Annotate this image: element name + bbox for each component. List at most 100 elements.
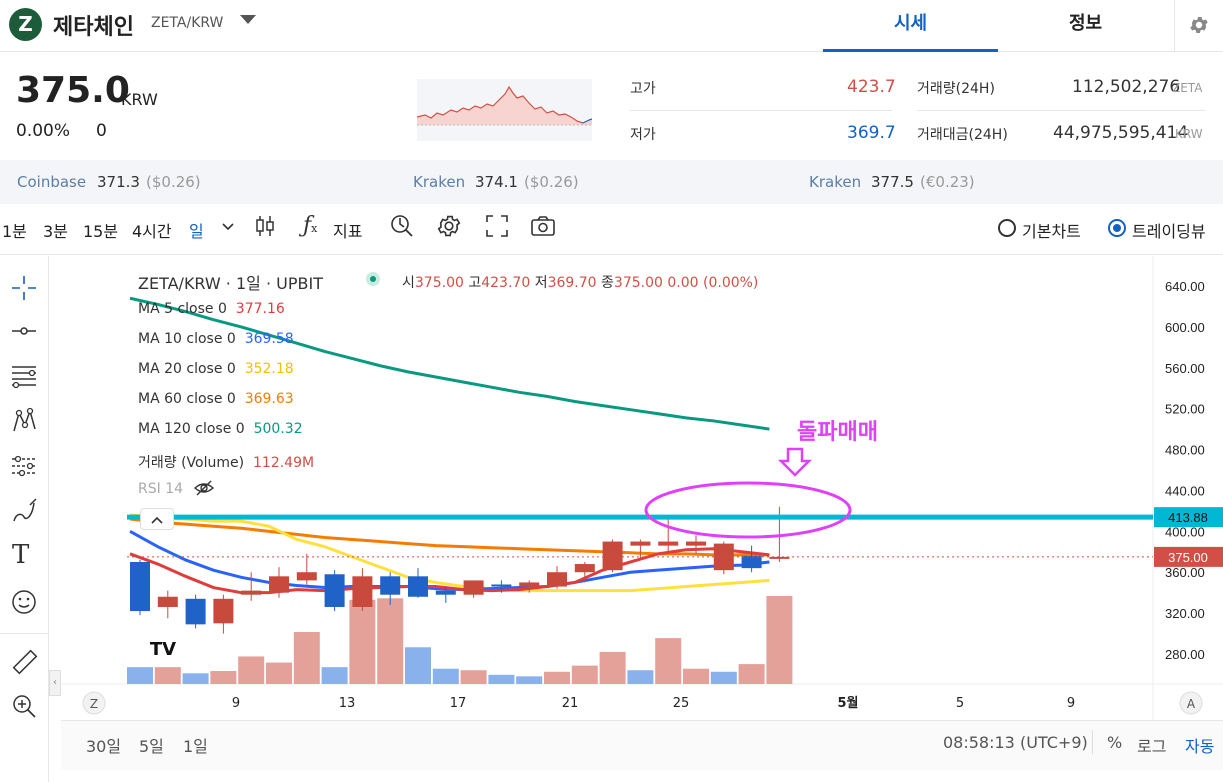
legend-ma5[interactable]: MA 5 close 0 377.16 (138, 301, 285, 317)
chevron-down-icon[interactable] (240, 15, 256, 24)
zoom-in-icon[interactable] (10, 692, 38, 720)
top-bar (0, 0, 1223, 52)
annotation-text: 돌파매매 (797, 420, 878, 445)
x-tick-label: 13 (339, 696, 356, 711)
timeframe-1m[interactable]: 1분 (2, 222, 27, 241)
legend-ma20[interactable]: MA 20 close 0 352.18 (138, 361, 294, 377)
volume-bar (571, 665, 598, 684)
log-toggle[interactable]: 로그 (1137, 737, 1167, 756)
volume-bar (516, 676, 543, 684)
chevron-down-icon[interactable] (221, 222, 235, 232)
camera-icon[interactable] (530, 213, 556, 239)
trend-line-icon[interactable] (10, 317, 38, 345)
high-value: 423.7 (847, 77, 896, 97)
brush-icon[interactable] (10, 497, 38, 525)
legend-ma10[interactable]: MA 10 close 0 369.58 (138, 331, 294, 347)
candle-body (547, 572, 567, 587)
function-icon[interactable]: ƒx (303, 213, 318, 238)
hidden-eye-icon[interactable] (193, 479, 215, 497)
volume-bar (321, 667, 348, 684)
amount-unit: KRW (1175, 127, 1203, 141)
volume-bar (210, 670, 237, 684)
percent-toggle[interactable]: % (1107, 733, 1123, 752)
coin-pair[interactable]: ZETA/KRW (151, 15, 224, 31)
volume-bar (405, 647, 431, 684)
y-tick-label: 560.00 (1165, 361, 1205, 376)
legend-rsi[interactable]: RSI 14 (138, 481, 184, 497)
legend-ma120[interactable]: MA 120 close 0 500.32 (138, 421, 303, 437)
legend-volume[interactable]: 거래량 (Volume) 112.49M (138, 455, 315, 471)
exchange-name: Kraken (809, 173, 862, 191)
divider (630, 110, 892, 111)
auto-scale-a-button[interactable] (1179, 691, 1203, 715)
auto-scale-z-button[interactable] (82, 691, 106, 715)
text-tool-icon[interactable]: T (12, 540, 30, 570)
tradingview-radio[interactable] (1108, 219, 1126, 237)
candle-body (269, 576, 289, 593)
alert-icon[interactable] (389, 213, 415, 239)
current-price: 375.0 (16, 70, 130, 111)
range-5d[interactable]: 5일 (139, 737, 164, 756)
timeframe-3m[interactable]: 3분 (43, 222, 68, 241)
y-tick-label: 440.00 (1165, 483, 1205, 498)
candle-body (408, 576, 428, 597)
indicators-button[interactable]: 지표 (333, 222, 363, 241)
auto-scale-z-button-label: Z (90, 697, 98, 711)
auto-toggle[interactable]: 자동 (1185, 737, 1215, 756)
exchange-name: Coinbase (17, 173, 87, 191)
volume-bar (266, 662, 292, 684)
coin-name[interactable]: 제타체인 (53, 15, 134, 40)
gear-icon[interactable] (1174, 0, 1223, 52)
volume-bar (655, 638, 682, 684)
volume-bar (182, 673, 209, 684)
market-status-icon (366, 272, 380, 286)
price-chart[interactable]: 640.00 600.00 560.00 520.00 480.00 440.00 400.… (61, 256, 1223, 720)
collapse-toolbar-button[interactable]: ‹ (49, 670, 61, 696)
y-tick-label: 400.00 (1165, 524, 1205, 539)
x-tick-label: 9 (1067, 696, 1075, 711)
tab-info[interactable]: 정보 (1068, 13, 1103, 34)
tab-quote[interactable]: 시세 (823, 0, 998, 52)
coin-logo-icon: Z (9, 8, 42, 41)
fullscreen-icon[interactable] (484, 213, 510, 239)
volume-bar (293, 631, 320, 684)
candle-body (602, 541, 623, 571)
change-rate: 0.00% (16, 121, 71, 141)
ruler-icon[interactable] (10, 648, 38, 676)
collapse-legend-button[interactable] (140, 508, 174, 530)
annotation-ellipse (644, 481, 852, 539)
x-tick-label: 21 (562, 696, 579, 711)
timeframe-4h[interactable]: 4시간 (132, 222, 172, 241)
candle-body (463, 580, 484, 595)
range-1d[interactable]: 1일 (183, 737, 208, 756)
x-tick-label: 25 (673, 696, 690, 711)
drawing-toolbar (0, 256, 49, 782)
tradingview-label[interactable]: 트레이딩뷰 (1132, 222, 1206, 241)
volume-bar (349, 599, 376, 684)
volume-bar (488, 674, 515, 684)
crosshair-icon[interactable] (10, 274, 38, 302)
candle-body (213, 598, 234, 624)
candle-body (574, 564, 595, 573)
volume-bar (377, 598, 404, 684)
clock-time[interactable]: 08:58:13 (UTC+9) (943, 733, 1088, 752)
divider (917, 110, 1205, 111)
timeframe-15m[interactable]: 15분 (83, 222, 119, 241)
y-tick-label: 360.00 (1165, 565, 1205, 580)
emoji-icon[interactable] (10, 588, 38, 616)
timeframe-1d[interactable]: 일 (189, 222, 204, 241)
ohlc-readout: 시375.00 고423.70 저369.70 종375.00 0.00 (0.… (402, 275, 759, 291)
range-30d[interactable]: 30일 (86, 737, 122, 756)
chart-toolbar (0, 205, 1223, 255)
fib-icon[interactable] (10, 362, 38, 390)
exchange-usd: ($0.26) (524, 173, 579, 191)
ma10-line (129, 530, 770, 592)
pattern-icon[interactable] (10, 407, 38, 435)
candlestick-icon[interactable] (252, 213, 278, 239)
legend-ma60[interactable]: MA 60 close 0 369.63 (138, 391, 294, 407)
settings-icon[interactable] (436, 213, 462, 239)
basic-chart-radio[interactable] (998, 219, 1016, 237)
prediction-icon[interactable] (10, 452, 38, 480)
candle-body (741, 555, 762, 569)
basic-chart-label[interactable]: 기본차트 (1022, 222, 1081, 241)
